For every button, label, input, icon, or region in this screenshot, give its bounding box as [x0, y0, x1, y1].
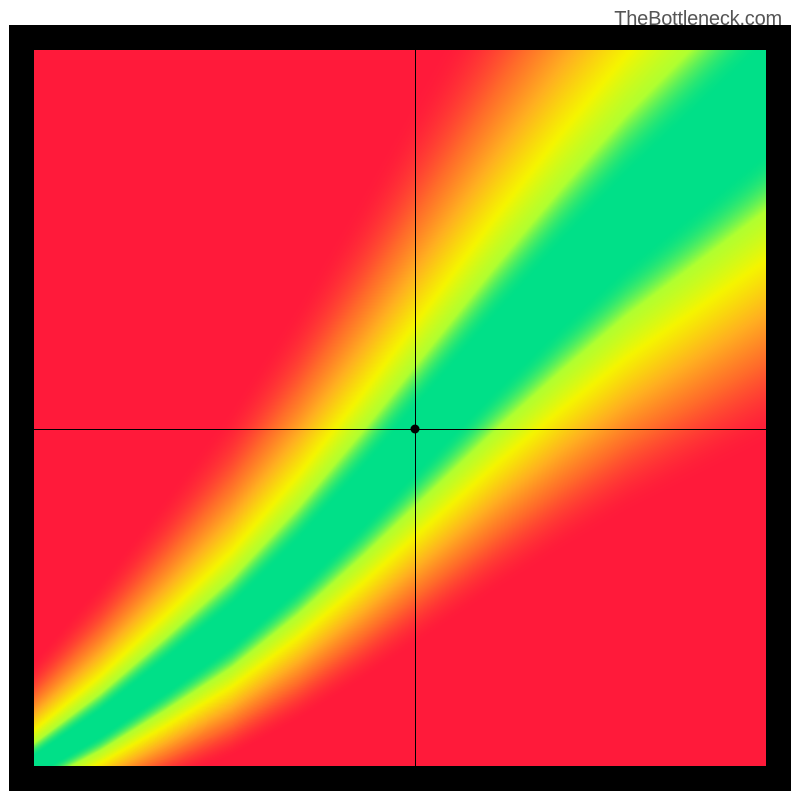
crosshair-vertical: [415, 50, 416, 766]
marker-dot: [410, 425, 419, 434]
heatmap-canvas: [34, 50, 766, 766]
watermark-text: TheBottleneck.com: [614, 8, 782, 31]
crosshair-horizontal: [34, 429, 766, 430]
chart-container: TheBottleneck.com: [0, 0, 800, 800]
plot-area: [34, 50, 766, 766]
